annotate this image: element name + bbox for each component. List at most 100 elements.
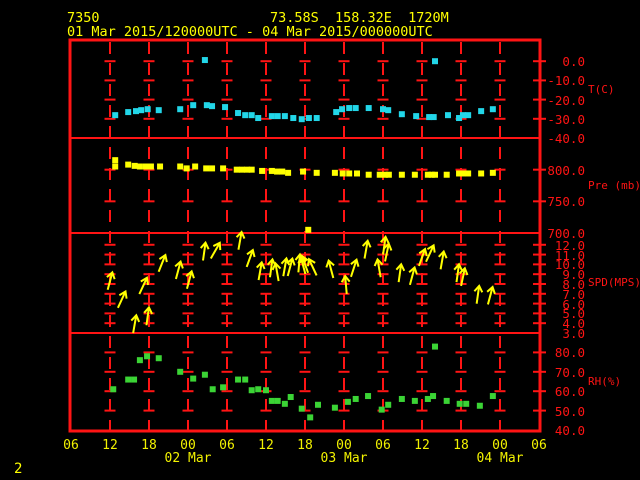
temperature-point [248, 112, 255, 119]
x-axis-hour-label: 00 [336, 438, 352, 453]
wind-arrow-head [350, 258, 360, 267]
temperature-point [155, 107, 162, 114]
wind-arrow [209, 241, 222, 259]
pressure-point [274, 168, 281, 175]
wind-arrow-shaft [257, 262, 263, 281]
temperature-point [190, 102, 197, 109]
temperature-point [478, 108, 485, 115]
wind-arrow-shaft [439, 251, 445, 270]
wind-arrow-head [408, 265, 418, 275]
wind-arrow-shaft [486, 286, 494, 305]
pressure-point [424, 171, 431, 178]
humidity-point [281, 400, 288, 407]
wind-arrow [143, 305, 153, 326]
temperature-point [489, 106, 496, 113]
wind-arrow-head [199, 240, 210, 250]
wind-arrow-head [118, 289, 128, 299]
pressure-point [365, 171, 372, 178]
wind-arrow [382, 242, 393, 262]
y-axis-tick-label: 60.0 [554, 384, 585, 400]
wind-arrow-head [212, 241, 222, 251]
temperature-point [138, 107, 145, 114]
wind-arrow-head [458, 266, 469, 276]
wind-arrow [185, 269, 195, 290]
humidity-point [298, 405, 305, 412]
humidity-point [307, 414, 314, 421]
humidity-point [476, 402, 483, 409]
temperature-point [445, 112, 451, 119]
station-id: 7350 [67, 10, 100, 26]
wind-arrow-shaft [132, 315, 138, 334]
wind-arrow-shaft [363, 240, 369, 259]
pressure-point [478, 170, 485, 177]
pressure-point [147, 163, 154, 170]
y-axis-tick-label: -20.0 [547, 92, 585, 108]
temperature-point [380, 106, 386, 113]
wind-arrow-head [271, 261, 282, 271]
x-axis-hour-label: 18 [453, 438, 469, 453]
wind-arrow-shaft [138, 277, 148, 295]
temperature-point [112, 112, 119, 119]
x-axis-hour-label: 18 [297, 438, 313, 453]
pressure-point [183, 165, 190, 172]
x-axis-day-label: 04 Mar [476, 451, 524, 466]
wind-arrow-shaft [209, 242, 221, 259]
pressure-point [300, 168, 307, 175]
wind-arrow-shaft [308, 258, 318, 276]
wind-arrow [306, 257, 318, 276]
y-axis-tick-label: 11.0 [554, 247, 585, 263]
pressure-point [305, 226, 312, 233]
humidity-point [344, 398, 351, 405]
pressure-point [177, 163, 184, 170]
pressure-point [331, 169, 338, 176]
temperature-point [305, 115, 312, 122]
pressure-point [157, 163, 164, 170]
humidity-point [398, 395, 405, 402]
temperature-point [313, 115, 320, 122]
humidity-point [242, 376, 249, 383]
humidity-point [220, 384, 227, 391]
temperature-point [385, 107, 392, 114]
wind-arrow-shaft [384, 243, 390, 262]
humidity-point [352, 395, 359, 402]
temperature-point [426, 114, 433, 121]
pressure-point [238, 166, 245, 173]
humidity-point [136, 357, 143, 364]
pressure-point [432, 171, 438, 178]
wind-arrow [473, 284, 484, 304]
pressure-point [142, 163, 149, 170]
pressure-point [112, 157, 119, 164]
wind-arrow-shaft [344, 275, 348, 295]
wind-arrow-shaft [382, 236, 387, 255]
panel-unit-label: RH(%) [588, 374, 622, 388]
pressure-point [443, 171, 450, 178]
humidity-point [209, 386, 216, 393]
wind-arrow-head [235, 230, 246, 239]
x-axis-hour-label: 06 [531, 438, 547, 453]
pressure-point [376, 171, 383, 178]
temperature-point [346, 105, 353, 112]
humidity-point [315, 401, 321, 408]
wind-arrow [116, 289, 128, 309]
wind-arrow [350, 258, 360, 278]
pressure-point [244, 166, 251, 173]
pressure-point [268, 167, 275, 174]
wind-arrow-shaft [145, 307, 150, 326]
wind-arrow-head [373, 257, 384, 267]
pressure-point [192, 163, 199, 170]
humidity-point [190, 375, 197, 382]
humidity-point [365, 393, 372, 400]
wind-arrow [340, 274, 351, 295]
x-axis-day-label: 03 Mar [320, 451, 368, 466]
humidity-point [248, 387, 255, 394]
wind-arrow [299, 254, 310, 274]
pressure-point [220, 165, 227, 172]
temperature-point [203, 102, 210, 109]
temperature-point [274, 113, 281, 120]
pressure-point [465, 170, 472, 177]
temperature-point [144, 106, 151, 113]
wind-arrow-shaft [475, 285, 481, 304]
temperature-point [459, 112, 466, 119]
wind-arrow-shaft [350, 259, 358, 278]
